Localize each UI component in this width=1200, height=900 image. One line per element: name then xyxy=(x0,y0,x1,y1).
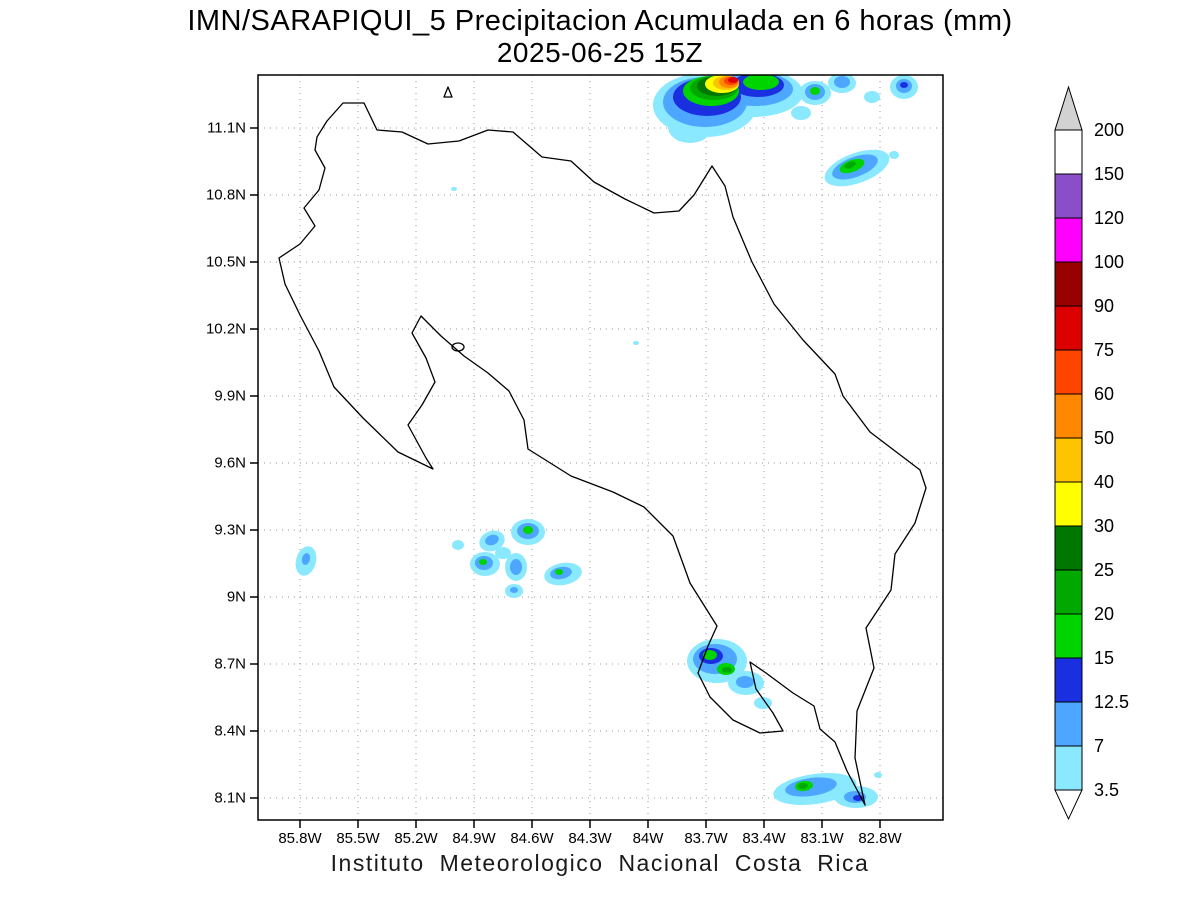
colorbar: 200 150 120 100 90 75 60 50 40 30 25 20 15 12.5 7 3.5 xyxy=(1054,85,1129,821)
precip-cell xyxy=(900,82,908,88)
colorbar-segment xyxy=(1054,349,1083,395)
costa-rica-outline xyxy=(278,102,927,806)
precip-cell xyxy=(633,341,639,345)
precip-cell xyxy=(864,91,880,103)
colorbar-segment xyxy=(1054,613,1083,659)
lon-tick-label: 83.1W xyxy=(800,830,844,847)
lon-tick-label: 84W xyxy=(632,830,664,847)
colorbar-level-label: 25 xyxy=(1094,560,1114,580)
coastline-and-borders xyxy=(278,86,927,806)
precip-cell xyxy=(479,559,487,565)
precip-cell xyxy=(834,76,850,88)
colorbar-level-label: 12.5 xyxy=(1094,692,1129,712)
colorbar-segment xyxy=(1054,657,1083,703)
colorbar-segment xyxy=(1054,481,1083,527)
precip-cell xyxy=(510,559,522,575)
lon-tick-label: 85.8W xyxy=(278,830,322,847)
precip-cell xyxy=(523,526,533,534)
precip-cell xyxy=(810,87,820,95)
figure-caption: Instituto Meteorologico Nacional Costa R… xyxy=(330,850,870,876)
lat-tick-label: 10.2N xyxy=(205,320,246,338)
lon-tick-label: 84.3W xyxy=(568,830,612,847)
colorbar-level-label: 30 xyxy=(1094,516,1114,536)
lat-tick-label: 9.3N xyxy=(214,521,246,539)
precipitation-shading-layer xyxy=(295,75,918,808)
colorbar-level-label: 150 xyxy=(1094,164,1124,184)
lon-tick-label: 83.4W xyxy=(742,830,786,847)
precip-cell xyxy=(844,161,856,169)
lat-tick-label: 8.1N xyxy=(214,789,246,807)
colorbar-segment xyxy=(1054,745,1083,791)
colorbar-level-label: 75 xyxy=(1094,340,1114,360)
dotted-gridlines xyxy=(258,75,943,820)
colorbar-segment xyxy=(1054,569,1083,615)
lat-tick-label: 11.1N xyxy=(207,119,246,137)
precip-cell xyxy=(451,187,457,191)
colorbar-level-label: 3.5 xyxy=(1094,780,1119,800)
precip-cell xyxy=(301,553,311,565)
precip-cell xyxy=(874,772,882,778)
lat-tick-label: 9.6N xyxy=(214,454,246,472)
precip-cell xyxy=(555,569,563,575)
precip-cell xyxy=(703,650,717,660)
colorbar-segment xyxy=(1054,701,1083,747)
precip-cell xyxy=(495,547,511,559)
colorbar-level-label: 120 xyxy=(1094,208,1124,228)
colorbar-segment xyxy=(1054,217,1083,263)
colorbar-segment xyxy=(1054,129,1083,175)
precip-cell xyxy=(743,75,779,90)
colorbar-level-label: 20 xyxy=(1094,604,1114,624)
lon-tick-label: 84.9W xyxy=(452,830,496,847)
figure-subtitle-datetime: 2025-06-25 15Z xyxy=(496,37,704,68)
colorbar-segment xyxy=(1054,173,1083,219)
lat-tick-label: 9.9N xyxy=(214,387,246,405)
colorbar-level-label: 50 xyxy=(1094,428,1114,448)
precip-cell xyxy=(798,782,808,790)
colorbar-segment xyxy=(1054,393,1083,439)
map-frame xyxy=(257,74,944,821)
lat-tick-label: 10.8N xyxy=(205,186,246,204)
precip-cell xyxy=(510,587,518,593)
costa-rica-map xyxy=(250,74,944,828)
precip-cell xyxy=(889,151,899,159)
colorbar-segment xyxy=(1054,525,1083,571)
lon-tick-label: 85.2W xyxy=(394,830,438,847)
precip-cell xyxy=(728,77,738,83)
precip-cell xyxy=(736,676,754,688)
colorbar-level-label: 7 xyxy=(1094,736,1104,756)
lat-tick-label: 9N xyxy=(226,588,246,606)
lon-tick-label: 82.8W xyxy=(858,830,902,847)
precip-cell xyxy=(791,106,811,120)
colorbar-segment xyxy=(1054,261,1083,307)
precip-cell xyxy=(722,667,732,673)
figure-title: IMN/SARAPIQUI_5 Precipitacion Acumulada … xyxy=(187,5,1013,37)
axis-tick-marks xyxy=(250,127,881,828)
lon-tick-label: 84.6W xyxy=(510,830,554,847)
precip-cell xyxy=(452,540,464,550)
colorbar-level-label: 100 xyxy=(1094,252,1124,272)
colorbar-segment xyxy=(1054,437,1083,483)
colorbar-segment xyxy=(1054,305,1083,351)
lon-tick-label: 85.5W xyxy=(336,830,380,847)
colorbar-level-label: 90 xyxy=(1094,296,1114,316)
colorbar-top-triangle xyxy=(1054,85,1083,131)
colorbar-labels: 200 150 120 100 90 75 60 50 40 30 25 20 15 12.5 7 3.5 xyxy=(1094,120,1129,800)
small-island-outline xyxy=(443,86,453,98)
colorbar-segments xyxy=(1054,85,1083,821)
precip-cell xyxy=(485,534,499,546)
colorbar-level-label: 15 xyxy=(1094,648,1114,668)
lat-tick-label: 10.5N xyxy=(205,253,246,271)
colorbar-bottom-triangle xyxy=(1054,789,1083,821)
lat-tick-label: 8.4N xyxy=(214,722,246,740)
lat-tick-label: 8.7N xyxy=(214,655,246,673)
gulf-island-outline xyxy=(451,342,465,352)
colorbar-level-label: 40 xyxy=(1094,472,1114,492)
lon-tick-label: 83.7W xyxy=(684,830,728,847)
colorbar-level-label: 200 xyxy=(1094,120,1124,140)
colorbar-level-label: 60 xyxy=(1094,384,1114,404)
